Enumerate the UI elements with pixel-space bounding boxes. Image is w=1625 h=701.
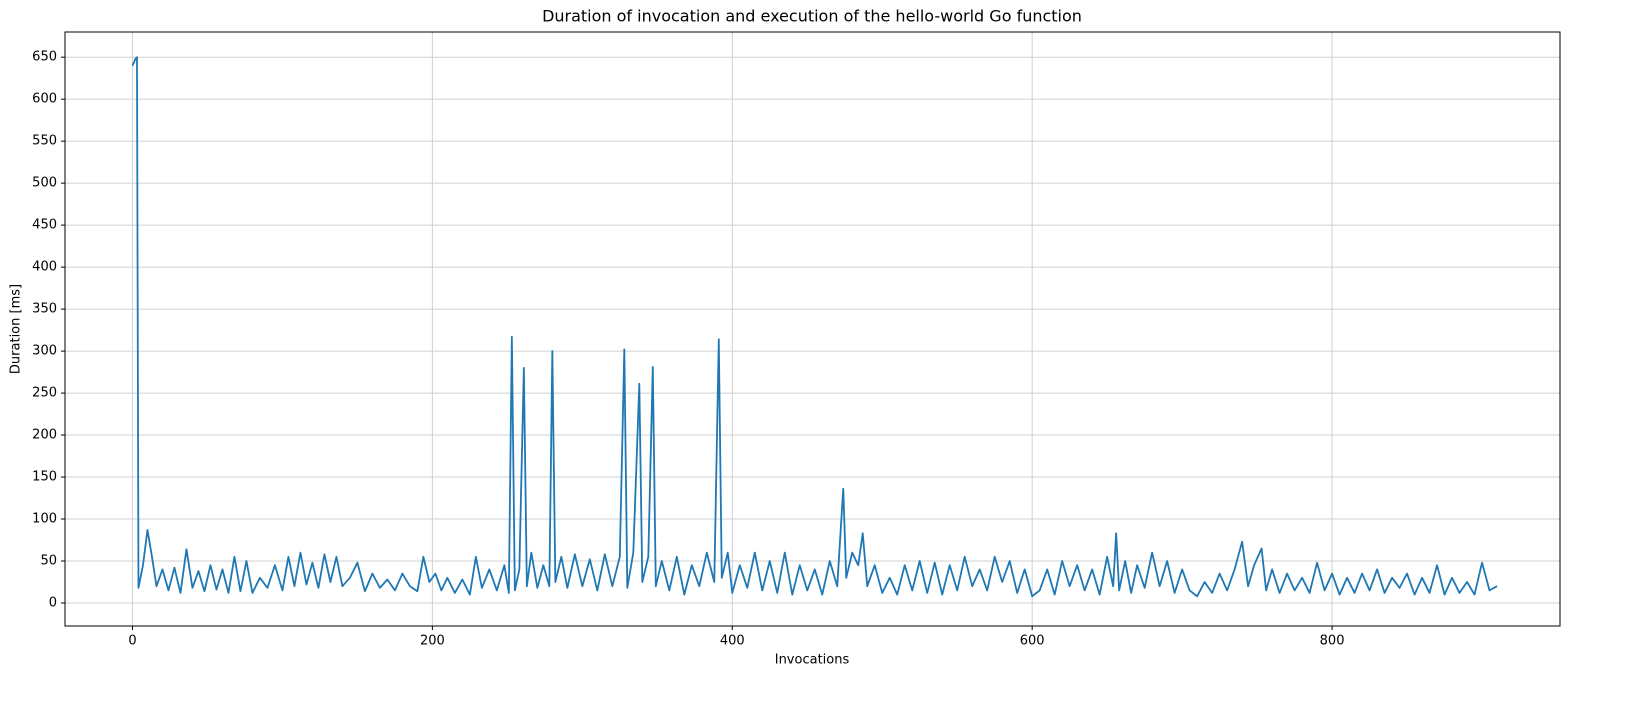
grid: [65, 32, 1560, 626]
y-tick-label: 350: [32, 302, 57, 317]
y-tick-label: 500: [32, 176, 57, 191]
y-tick-label: 550: [32, 134, 57, 149]
y-tick-label: 650: [32, 50, 57, 65]
y-tick-label: 50: [40, 554, 57, 569]
y-tick-label: 100: [32, 512, 57, 527]
y-tick-label: 400: [32, 260, 57, 275]
y-axis-label: Duration [ms]: [9, 284, 24, 374]
axes-frame: [64, 31, 1561, 627]
plot-area: [131, 56, 1498, 598]
x-tick-label: 200: [420, 634, 445, 649]
y-tick-label: 600: [32, 92, 57, 107]
y-tick-label: 150: [32, 470, 57, 485]
y-tick-label: 300: [32, 344, 57, 359]
x-tick-label: 600: [1020, 634, 1045, 649]
x-tick-label: 400: [720, 634, 745, 649]
x-axis-label: Invocations: [775, 653, 850, 668]
y-tick-label: 200: [32, 428, 57, 443]
y-tick-label: 0: [49, 595, 57, 610]
chart-title: Duration of invocation and execution of …: [542, 7, 1082, 26]
y-tick-label: 250: [32, 386, 57, 401]
x-tick-label: 800: [1320, 634, 1345, 649]
x-tick-label: 0: [128, 634, 136, 649]
y-tick-label: 450: [32, 218, 57, 233]
data-line: [131, 56, 1498, 598]
